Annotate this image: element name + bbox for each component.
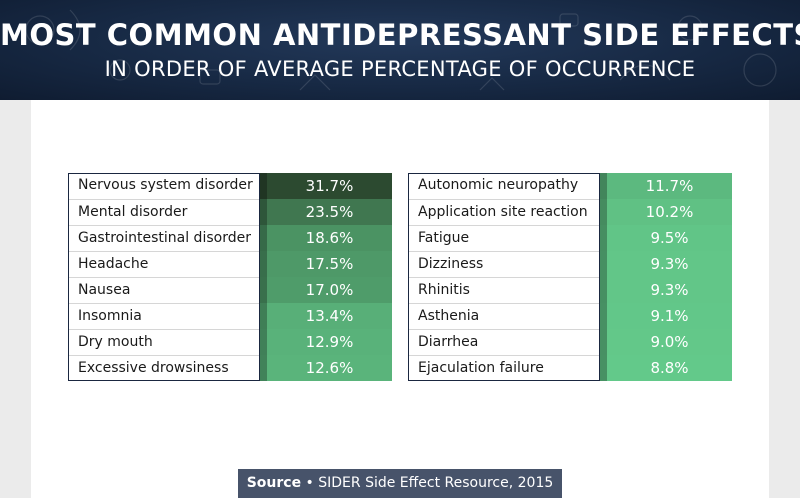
header-doodle-pattern: [25, 9, 777, 91]
side-effect-label: Insomnia: [68, 303, 260, 329]
row-divider: [260, 173, 267, 199]
percentage-value: 9.0%: [607, 329, 732, 355]
table-row: Fatigue 9.5%: [408, 225, 732, 251]
page-subtitle: IN ORDER OF AVERAGE PERCENTAGE OF OCCURR…: [104, 57, 696, 81]
side-effect-label: Application site reaction: [408, 199, 600, 225]
row-divider: [600, 173, 607, 199]
percentage-value: 9.3%: [607, 251, 732, 277]
table-row: Dizziness 9.3%: [408, 251, 732, 277]
row-divider: [600, 199, 607, 225]
table-row: Mental disorder 23.5%: [68, 199, 392, 225]
percentage-value: 12.6%: [267, 355, 392, 381]
row-divider: [260, 355, 267, 381]
header-banner: MOST COMMON ANTIDEPRESSANT SIDE EFFECTS …: [0, 0, 800, 100]
percentage-value: 18.6%: [267, 225, 392, 251]
side-effect-label: Asthenia: [408, 303, 600, 329]
source-footer: Source • SIDER Side Effect Resource, 201…: [238, 469, 562, 498]
table-row: Diarrhea 9.0%: [408, 329, 732, 355]
row-divider: [600, 329, 607, 355]
row-divider: [260, 199, 267, 225]
percentage-value: 9.5%: [607, 225, 732, 251]
source-label: Source: [246, 475, 302, 491]
side-effect-label: Ejaculation failure: [408, 355, 600, 381]
row-divider: [260, 277, 267, 303]
table-row: Dry mouth 12.9%: [68, 329, 392, 355]
side-effect-label: Dry mouth: [68, 329, 260, 355]
percentage-value: 8.8%: [607, 355, 732, 381]
row-divider: [260, 303, 267, 329]
side-effect-label: Headache: [68, 251, 260, 277]
table-row: Autonomic neuropathy 11.7%: [408, 173, 732, 199]
side-effect-label: Diarrhea: [408, 329, 600, 355]
percentage-value: 10.2%: [607, 199, 732, 225]
table-row: Application site reaction 10.2%: [408, 199, 732, 225]
table-row: Asthenia 9.1%: [408, 303, 732, 329]
percentage-value: 9.1%: [607, 303, 732, 329]
side-effect-label: Excessive drowsiness: [68, 355, 260, 381]
table-row: Nervous system disorder 31.7%: [68, 173, 392, 199]
row-divider: [600, 355, 607, 381]
row-divider: [260, 251, 267, 277]
side-effect-label: Gastrointestinal disorder: [68, 225, 260, 251]
side-effect-label: Fatigue: [408, 225, 600, 251]
row-divider: [600, 251, 607, 277]
table-row: Ejaculation failure 8.8%: [408, 355, 732, 381]
row-divider: [600, 303, 607, 329]
table-row: Headache 17.5%: [68, 251, 392, 277]
percentage-value: 23.5%: [267, 199, 392, 225]
percentage-value: 17.0%: [267, 277, 392, 303]
percentage-value: 31.7%: [267, 173, 392, 199]
row-divider: [260, 225, 267, 251]
table-row: Excessive drowsiness 12.6%: [68, 355, 392, 381]
side-effect-label: Mental disorder: [68, 199, 260, 225]
percentage-value: 11.7%: [607, 173, 732, 199]
side-effect-label: Autonomic neuropathy: [408, 173, 600, 199]
table-row: Gastrointestinal disorder 18.6%: [68, 225, 392, 251]
percentage-value: 13.4%: [267, 303, 392, 329]
side-effects-table-left: Nervous system disorder 31.7% Mental disor…: [68, 173, 392, 381]
percentage-value: 9.3%: [607, 277, 732, 303]
table-row: Rhinitis 9.3%: [408, 277, 732, 303]
side-effect-label: Dizziness: [408, 251, 600, 277]
source-text: SIDER Side Effect Resource, 2015: [318, 475, 554, 491]
percentage-value: 17.5%: [267, 251, 392, 277]
row-divider: [600, 225, 607, 251]
row-divider: [600, 277, 607, 303]
side-effect-label: Nausea: [68, 277, 260, 303]
percentage-value: 12.9%: [267, 329, 392, 355]
table-row: Insomnia 13.4%: [68, 303, 392, 329]
side-effect-label: Nervous system disorder: [68, 173, 260, 199]
row-divider: [260, 329, 267, 355]
table-row: Nausea 17.0%: [68, 277, 392, 303]
page-title: MOST COMMON ANTIDEPRESSANT SIDE EFFECTS: [0, 18, 800, 52]
side-effect-label: Rhinitis: [408, 277, 600, 303]
source-separator: •: [305, 475, 314, 491]
side-effects-table-right: Autonomic neuropathy 11.7% Application sit…: [408, 173, 732, 381]
